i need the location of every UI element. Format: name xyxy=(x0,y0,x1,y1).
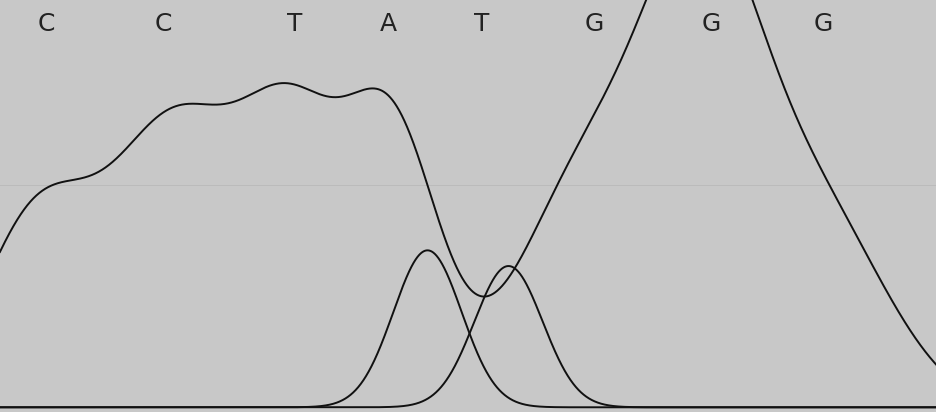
Text: C: C xyxy=(38,12,55,36)
Text: A: A xyxy=(380,12,397,36)
Text: G: G xyxy=(585,12,604,36)
Text: T: T xyxy=(475,12,490,36)
Text: C: C xyxy=(155,12,172,36)
Text: T: T xyxy=(287,12,302,36)
Text: G: G xyxy=(814,12,833,36)
Text: G: G xyxy=(702,12,721,36)
